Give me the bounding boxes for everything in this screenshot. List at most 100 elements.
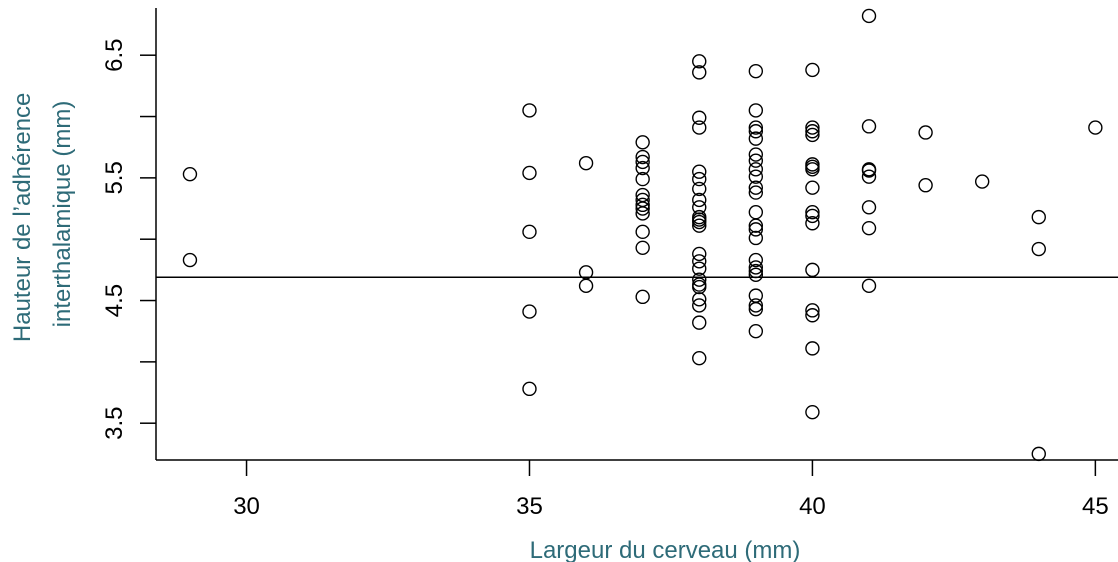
- data-point: [748, 185, 764, 200]
- data-point: [748, 301, 764, 317]
- data-point: [748, 218, 764, 233]
- data-point: [748, 222, 764, 237]
- data-point: [692, 120, 707, 135]
- data-point: [692, 171, 707, 187]
- data-point: [861, 200, 877, 215]
- data-point: [805, 303, 820, 318]
- data-point: [861, 163, 877, 178]
- data-point: [692, 200, 707, 215]
- data-point: [805, 205, 820, 220]
- data-point: [635, 240, 650, 255]
- data-point: [805, 124, 820, 139]
- data-point: [635, 197, 650, 213]
- data-point: [635, 224, 650, 240]
- data-point: [635, 154, 650, 170]
- data-point: [692, 192, 707, 208]
- data-point: [861, 162, 877, 177]
- data-point: [692, 218, 707, 233]
- data-point: [522, 381, 537, 397]
- data-point: [861, 8, 877, 24]
- data-points: [182, 8, 1103, 462]
- data-point: [692, 279, 707, 295]
- data-point: [692, 272, 707, 287]
- data-point: [805, 208, 820, 224]
- data-point: [635, 171, 650, 187]
- data-point: [1031, 446, 1046, 462]
- data-point: [692, 54, 707, 69]
- data-point: [805, 180, 820, 195]
- data-point: [805, 341, 820, 356]
- data-point: [918, 178, 933, 193]
- data-point: [748, 205, 764, 220]
- data-point: [692, 110, 707, 125]
- x-tick-label: 35: [516, 493, 543, 520]
- data-point: [1088, 120, 1103, 135]
- data-point: [748, 324, 764, 339]
- data-point: [522, 103, 537, 118]
- data-point: [748, 267, 764, 282]
- y-axis-title-line-2: interthalamique (mm): [49, 101, 76, 328]
- data-point: [748, 153, 764, 168]
- data-point: [692, 254, 707, 269]
- data-point: [692, 315, 707, 330]
- data-point: [692, 261, 707, 276]
- y-axis-title: Hauteur de l’adhérence interthalamique (…: [9, 86, 76, 342]
- x-tick-label: 40: [799, 493, 826, 520]
- data-point: [692, 298, 707, 313]
- data-point: [805, 62, 820, 78]
- y-tick-label: 3.5: [101, 407, 128, 440]
- data-point: [578, 155, 594, 171]
- x-axis-title: Largeur du cerveau (mm): [530, 537, 801, 562]
- data-point: [692, 214, 707, 230]
- y-axis-title-line-1: Hauteur de l’adhérence: [9, 93, 36, 343]
- data-point: [635, 149, 650, 165]
- data-point: [748, 124, 764, 139]
- x-tick-label: 45: [1082, 493, 1109, 520]
- data-point: [918, 125, 933, 140]
- data-point: [692, 164, 707, 179]
- y-tick-label: 5.5: [101, 161, 128, 194]
- data-point: [805, 162, 820, 177]
- y-tick-label: 4.5: [101, 284, 128, 317]
- data-point: [748, 298, 764, 313]
- data-point: [748, 180, 764, 195]
- data-point: [861, 220, 877, 236]
- data-point: [861, 119, 877, 134]
- data-point: [692, 350, 707, 366]
- data-point: [805, 120, 820, 135]
- data-point: [692, 65, 707, 80]
- data-point: [748, 147, 764, 162]
- data-point: [635, 201, 650, 216]
- x-axis: 30 35 40 45: [156, 459, 1118, 520]
- data-point: [635, 160, 650, 176]
- data-point: [805, 308, 820, 323]
- data-point: [748, 260, 764, 275]
- data-point: [578, 278, 594, 294]
- data-point: [805, 262, 820, 278]
- data-point: [748, 169, 764, 184]
- data-point: [692, 181, 707, 197]
- data-point: [522, 304, 537, 319]
- data-point: [1031, 241, 1046, 257]
- data-point: [692, 292, 707, 307]
- data-point: [635, 135, 650, 150]
- data-point: [974, 174, 990, 189]
- data-point: [635, 206, 650, 221]
- y-axis: 3.5 4.5 5.5 6.5: [101, 8, 157, 460]
- data-point: [748, 63, 764, 79]
- data-point: [805, 127, 820, 143]
- data-point: [748, 162, 764, 177]
- data-point: [522, 224, 537, 240]
- x-tick-label: 30: [233, 493, 260, 520]
- data-point: [692, 246, 707, 262]
- data-point: [182, 252, 198, 268]
- data-point: [182, 166, 198, 182]
- data-point: [748, 131, 764, 146]
- data-point: [1031, 209, 1046, 225]
- data-point: [522, 165, 537, 181]
- data-point: [748, 252, 764, 268]
- data-point: [748, 120, 764, 135]
- data-point: [805, 216, 820, 231]
- data-point: [748, 103, 764, 118]
